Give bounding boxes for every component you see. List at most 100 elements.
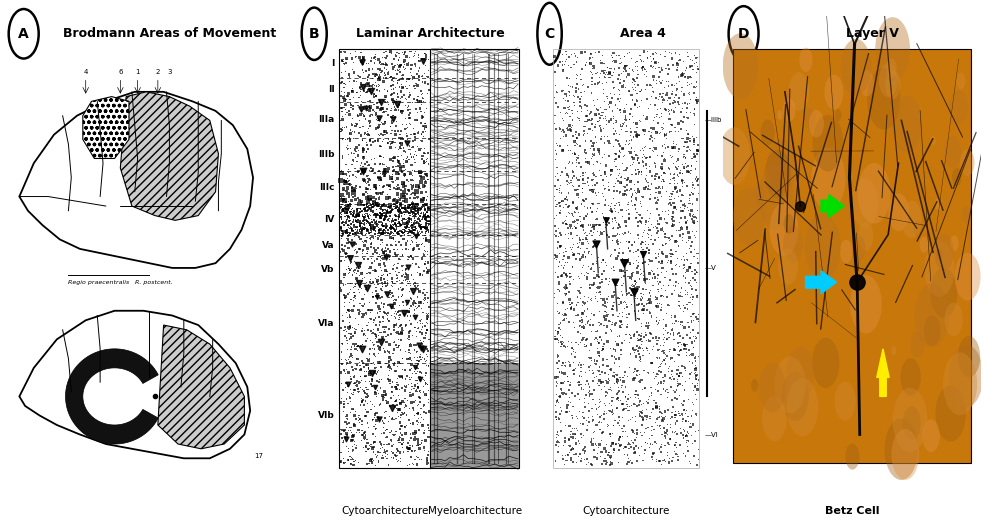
Point [652,77,668,86]
Point [618,137,634,145]
Point [393,61,409,69]
Point [620,401,636,409]
Point [370,277,386,285]
Point [636,120,652,128]
Point [570,426,586,435]
Point [678,104,694,112]
Point [550,442,566,450]
Point [337,72,353,80]
Point [582,392,598,400]
Point [392,195,408,203]
Point [672,226,688,234]
Point [629,97,645,106]
Point [613,317,629,326]
Point [564,224,580,233]
Point [676,324,692,332]
Point [552,325,568,334]
Point [351,245,367,253]
Point [551,415,567,423]
Point [354,340,370,349]
Point [666,199,681,208]
Point [408,232,424,240]
Point [687,391,703,399]
Point [374,299,389,308]
Point [406,226,422,234]
Text: Laminar Architecture: Laminar Architecture [356,27,505,40]
Point [572,212,588,221]
Point [338,96,354,104]
Point [337,383,353,392]
Point [334,206,350,214]
Point [416,160,432,168]
Point [361,460,377,468]
Point [411,340,427,349]
Point [614,223,630,232]
Point [388,455,404,463]
Point [403,180,419,189]
Point [620,423,636,431]
Circle shape [858,222,874,251]
Point [594,448,609,456]
Point [384,447,399,456]
Point [344,87,360,95]
Point [659,77,674,85]
Point [632,174,648,183]
Point [362,235,378,243]
Point [653,214,669,222]
Point [400,438,416,447]
Point [686,219,702,228]
Point [626,153,642,161]
Point [601,400,617,408]
Point [372,70,387,78]
Point [386,224,401,233]
Point [374,189,389,198]
Point [592,352,607,360]
Point [677,278,693,287]
Point [352,222,368,230]
Point [549,150,565,158]
Point [383,47,398,55]
Point [354,295,370,303]
Point [408,219,424,227]
Point [383,329,398,338]
Point [602,286,618,294]
Point [611,71,627,79]
Point [676,142,692,151]
Point [404,176,420,184]
Point [388,385,404,393]
Point [585,187,600,195]
Point [588,172,603,180]
Point [379,212,394,221]
Point [403,200,419,209]
Point [575,185,591,193]
Point [617,269,633,277]
Point [680,236,696,245]
Point [343,375,359,383]
Point [406,201,422,210]
Point [653,360,669,369]
Point [414,152,430,160]
Point [607,373,623,382]
Point [408,224,424,233]
Point [408,396,424,405]
Point [548,413,564,422]
Point [410,72,426,81]
Point [681,351,697,360]
Point [334,116,350,124]
Point [340,212,356,221]
Text: Cytoarchitecture: Cytoarchitecture [583,506,670,516]
Point [630,104,646,112]
Point [653,341,669,349]
Point [354,225,370,234]
Point [549,278,565,286]
Point [365,369,381,377]
Point [348,89,364,97]
Point [618,405,634,413]
Point [557,90,573,98]
Point [654,112,669,121]
Point [653,161,669,169]
Point [611,422,627,430]
Point [345,87,361,96]
Point [382,193,397,201]
Point [648,58,664,66]
